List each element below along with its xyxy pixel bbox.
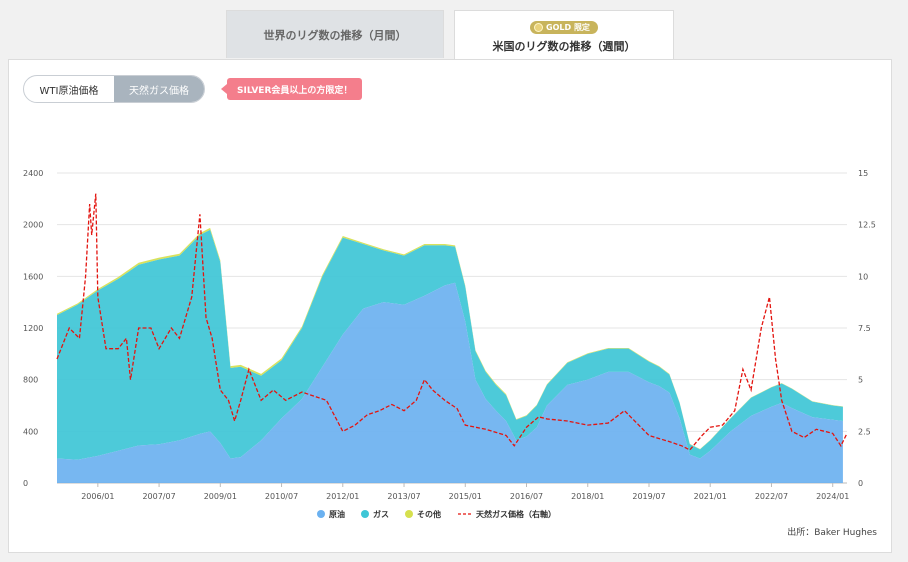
gold-coin-icon	[534, 23, 544, 32]
y-left-tick-label: 2000	[23, 221, 43, 230]
x-tick-label: 2006/01	[81, 492, 114, 501]
y-right-tick-label: 0	[858, 479, 863, 488]
x-tick-label: 2019/07	[632, 492, 665, 501]
y-right-tick-label: 15	[858, 169, 868, 178]
chart-panel: WTI原油価格 天然ガス価格 SILVER会員以上の方限定！ 0 400 800 12…	[8, 59, 892, 553]
toggle-wti-button[interactable]: WTI原油価格	[39, 85, 99, 97]
y-left-tick-label: 1600	[23, 272, 43, 281]
legend-label: 天然ガス価格（右軸）	[476, 509, 556, 519]
x-tick-label: 2010/07	[265, 492, 298, 501]
y-left-tick-label: 0	[23, 479, 28, 488]
legend-label: ガス	[373, 509, 389, 519]
price-toggle: WTI原油価格 天然ガス価格	[23, 75, 205, 103]
gold-badge-label: GOLD 限定	[546, 23, 590, 32]
x-tick-label: 2016/07	[510, 492, 543, 501]
y-left-tick-label: 400	[23, 427, 38, 436]
y-left-tick-label: 1200	[23, 324, 43, 333]
y-left-tick-label: 800	[23, 376, 38, 385]
y-right-tick-label: 2.5	[858, 427, 871, 436]
x-tick-label: 2022/07	[755, 492, 788, 501]
gas-price-line	[56, 193, 848, 451]
y-right-tick-label: 12.5	[858, 221, 876, 230]
source-note: 出所：Baker Hughes	[787, 528, 877, 538]
tab-weekly-label: 米国のリグ数の推移（週間）	[492, 40, 636, 53]
toggle-gas-button[interactable]: 天然ガス価格	[114, 76, 204, 102]
x-tick-label: 2018/01	[571, 492, 604, 501]
tab-monthly-label: 世界のリグ数の推移（月間）	[263, 28, 407, 42]
x-tick-label: 2012/01	[326, 492, 359, 501]
legend-label: 原油	[329, 509, 345, 519]
x-tick-label: 2015/01	[449, 492, 482, 501]
legend-dot-other	[405, 510, 413, 518]
x-tick-label: 2024/01	[816, 492, 849, 501]
x-tick-label: 2009/01	[204, 492, 237, 501]
x-tick-label: 2021/01	[694, 492, 727, 501]
legend-label: その他	[417, 509, 441, 519]
tab-monthly-rig-count[interactable]: 世界のリグ数の推移（月間）	[226, 10, 444, 58]
tab-weekly-rig-count[interactable]: GOLD 限定 米国のリグ数の推移（週間）	[454, 10, 674, 62]
x-tick-label: 2013/07	[387, 492, 420, 501]
gold-badge: GOLD 限定	[530, 21, 598, 34]
tab-bar: 世界のリグ数の推移（月間） GOLD 限定 米国のリグ数の推移（週間）	[0, 10, 908, 62]
y-right-tick-label: 5	[858, 376, 863, 385]
silver-only-note: SILVER会員以上の方限定！	[220, 78, 363, 100]
rig-count-chart: 0 400 800 1200 1600 2000 2400 0 2.5 5 7.5 10 12.5 15 2…	[23, 169, 876, 519]
y-right-tick-label: 10	[858, 272, 868, 281]
y-left-tick-label: 2400	[23, 169, 43, 178]
legend-dot-gas	[361, 510, 369, 518]
y-right-tick-label: 7.5	[858, 324, 871, 333]
area-gas	[57, 229, 843, 460]
x-tick-label: 2007/07	[142, 492, 175, 501]
legend-dot-oil	[317, 510, 325, 518]
